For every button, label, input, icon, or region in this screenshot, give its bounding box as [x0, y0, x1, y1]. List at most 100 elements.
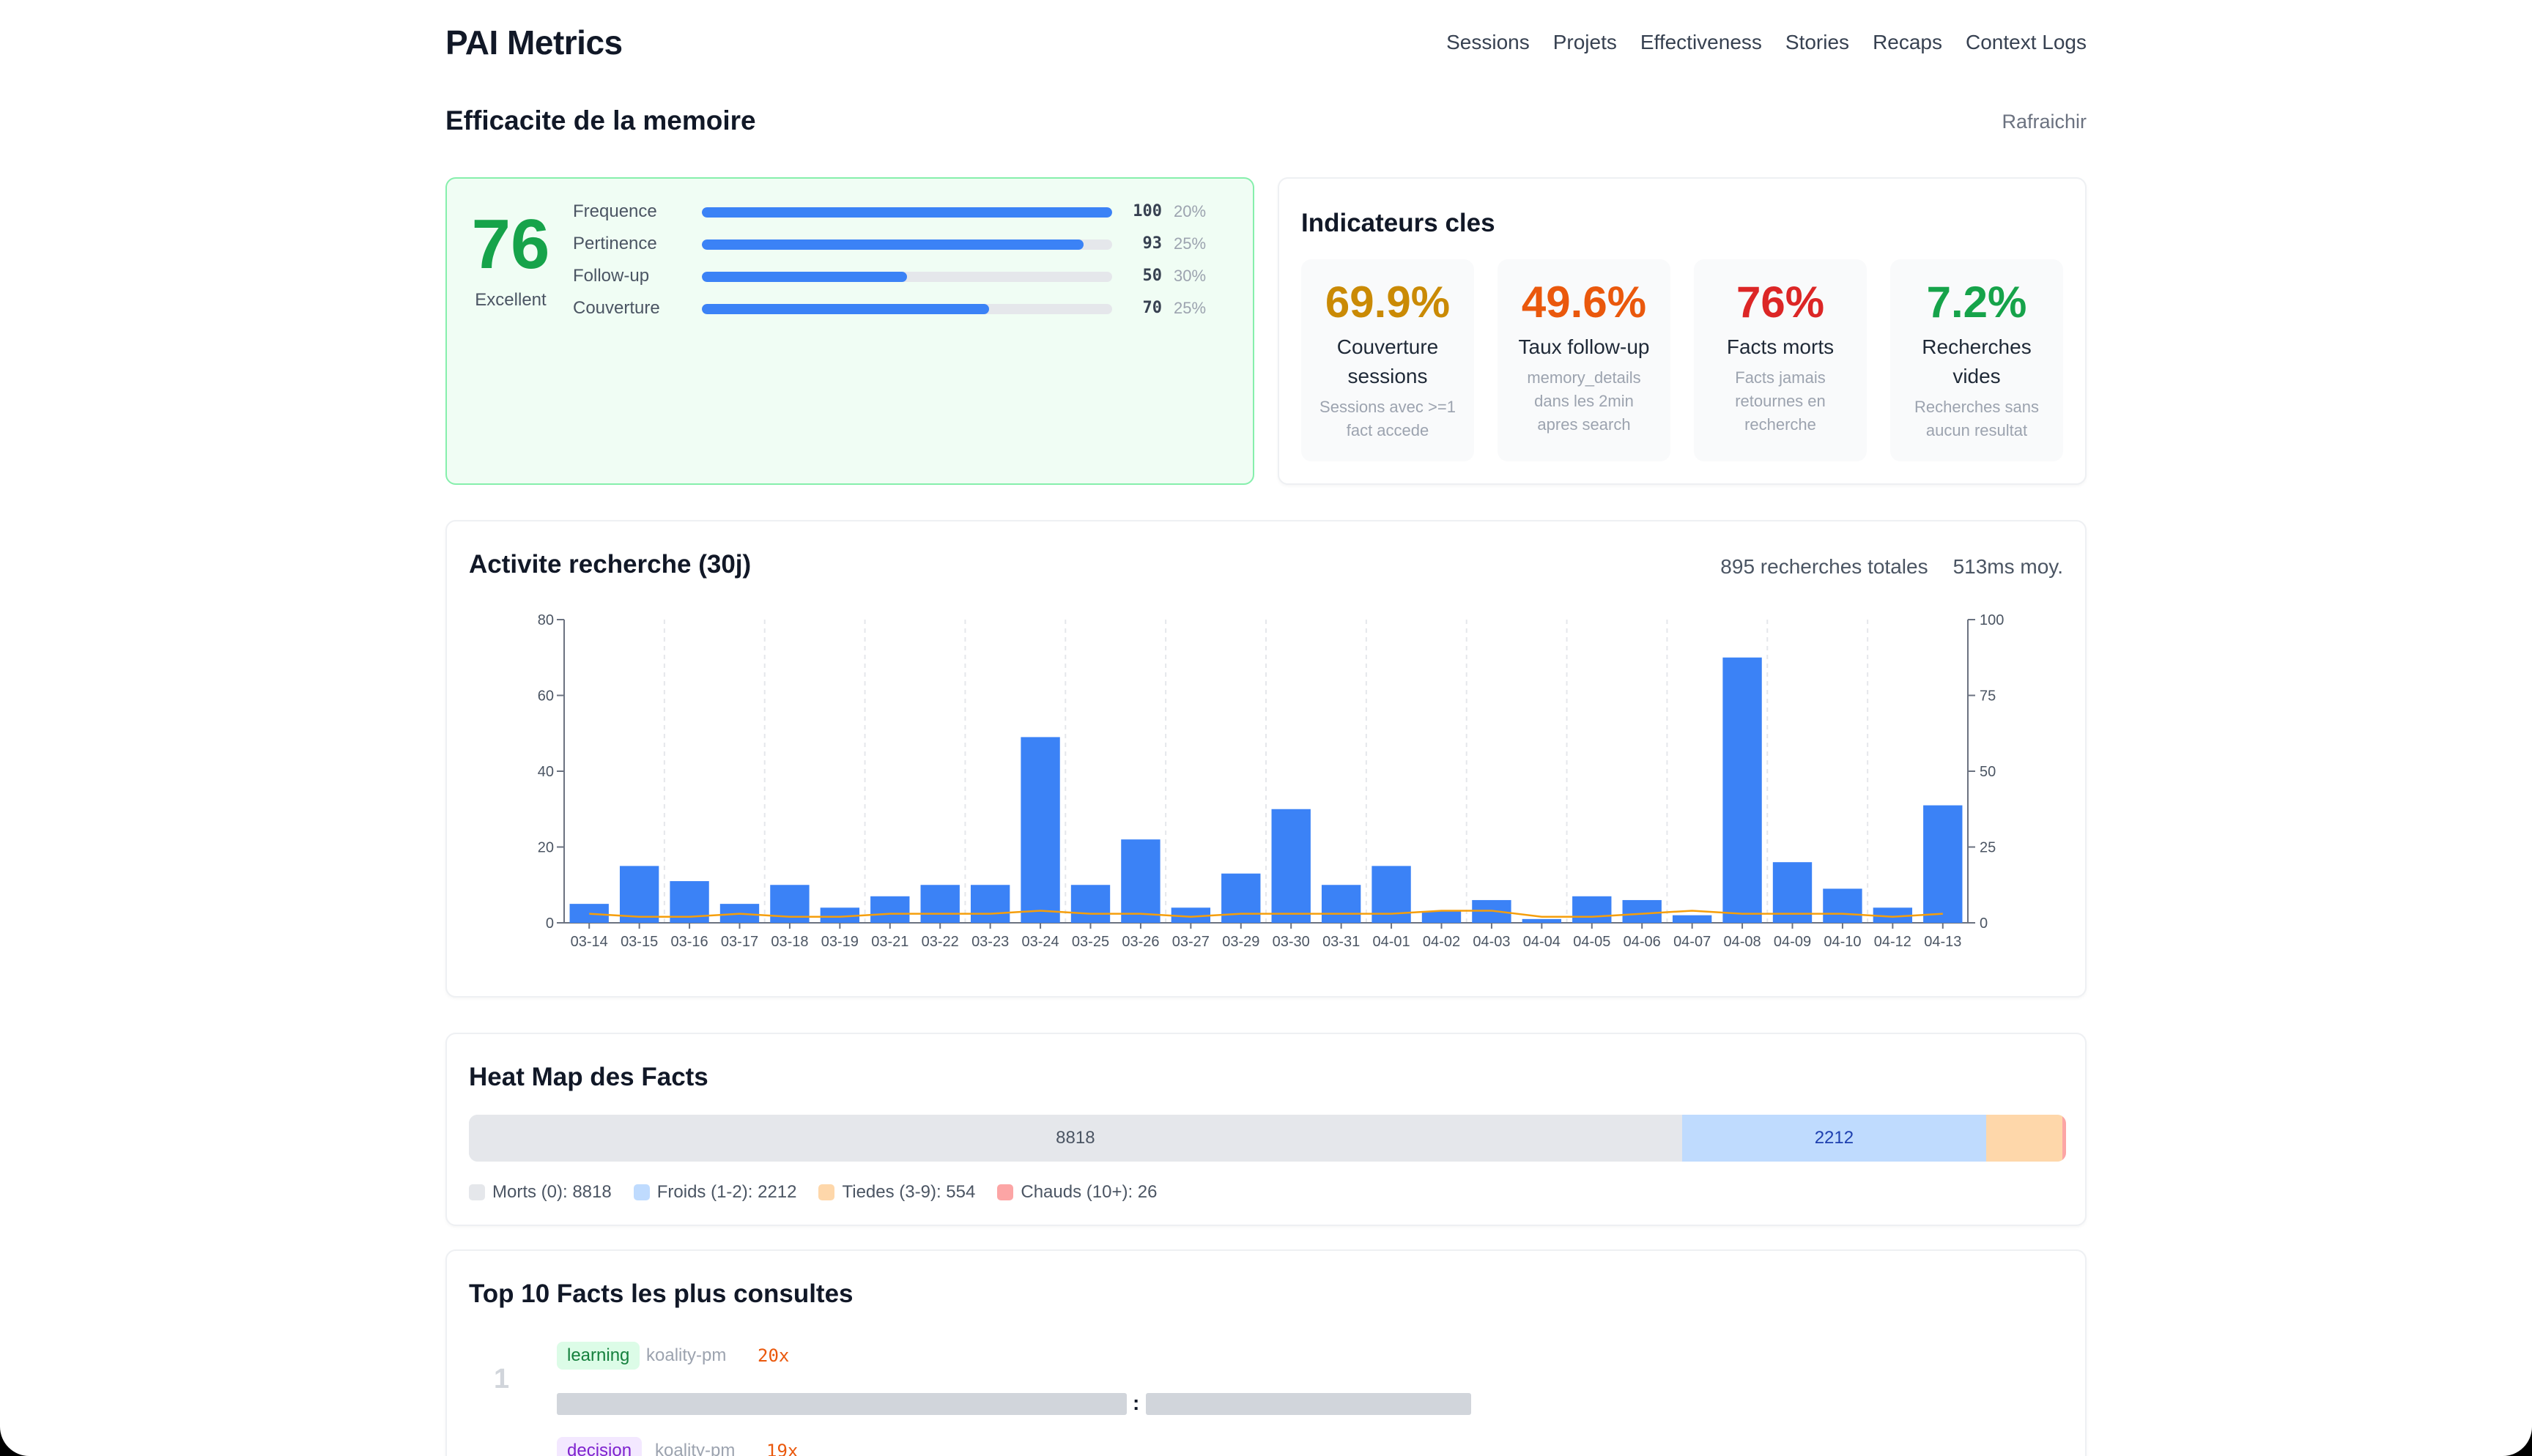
heatmap-segment-hot[interactable] [2062, 1115, 2066, 1162]
y-tick-label-right: 100 [1980, 612, 2004, 628]
y-tick-label-left: 0 [546, 915, 554, 932]
x-tick-label: 03-19 [821, 934, 859, 950]
y-tick-label-left: 20 [538, 840, 554, 856]
x-tick-label: 04-01 [1372, 934, 1410, 950]
fact-count: 20x [758, 1345, 790, 1366]
x-tick-label: 03-14 [571, 934, 608, 950]
x-tick-label: 04-08 [1723, 934, 1761, 950]
redacted-text [1146, 1393, 1471, 1415]
x-tick-label: 04-07 [1673, 934, 1711, 950]
bar [970, 885, 1010, 923]
kpi-label: Couverture sessions [1336, 335, 1439, 387]
x-tick-label: 04-13 [1924, 934, 1961, 950]
score-value: 76 [471, 205, 550, 283]
y-tick-label-right: 75 [1980, 688, 1996, 705]
top-facts-card: Top 10 Facts les plus consultes 1 learni… [445, 1249, 2087, 1456]
fact-project: koality-pm [655, 1441, 736, 1456]
metric-follow-up: Follow-up 50 30% [573, 265, 1232, 287]
nav-context-logs[interactable]: Context Logs [1966, 31, 2087, 53]
metric-value: 100 [1133, 202, 1162, 220]
heatmap-title: Heat Map des Facts [469, 1063, 708, 1091]
fact-tag: decision [557, 1437, 643, 1456]
metric-bar [702, 272, 1112, 282]
nav-sessions[interactable]: Sessions [1446, 31, 1530, 53]
x-tick-label: 03-22 [922, 934, 959, 950]
nav-stories[interactable]: Stories [1785, 31, 1850, 53]
main-nav: Sessions Projets Effectiveness Stories R… [1446, 29, 2087, 56]
score-card: 76 Excellent Frequence 100 20% Pertinenc… [445, 177, 1254, 485]
nav-projets[interactable]: Projets [1552, 31, 1617, 53]
latency-line [589, 910, 1943, 918]
kpi-taux-follow-up: 49.6% Taux follow-up memory_details dans… [1498, 259, 1670, 461]
legend-swatch [818, 1184, 835, 1200]
y-tick-label-left: 40 [538, 764, 554, 780]
x-tick-label: 03-26 [1122, 934, 1159, 950]
bar [1271, 809, 1311, 923]
y-tick-label-right: 25 [1980, 840, 1996, 856]
legend-swatch [633, 1184, 650, 1200]
metric-bar [702, 207, 1112, 218]
heatmap-segment-warm[interactable] [1986, 1115, 2063, 1162]
heatmap-segment-dead[interactable]: 8818 [469, 1115, 1682, 1162]
y-tick-label-left: 60 [538, 688, 554, 705]
x-tick-label: 03-30 [1273, 934, 1310, 950]
fact-rank: 1 [494, 1364, 510, 1394]
x-tick-label: 04-04 [1523, 934, 1561, 950]
refresh-button[interactable]: Rafraichir [2002, 111, 2087, 133]
metric-label: Frequence [573, 201, 657, 221]
x-tick-label: 04-10 [1824, 934, 1861, 950]
metric-value: 70 [1142, 299, 1163, 317]
bar [1421, 911, 1462, 923]
x-tick-label: 03-16 [670, 934, 708, 950]
bar [1622, 899, 1662, 923]
metric-couverture: Couverture 70 25% [573, 297, 1232, 319]
kpi-couverture-sessions: 69.9% Couverture sessions Sessions avec … [1301, 259, 1474, 461]
legend-label: Chauds (10+): 26 [1021, 1182, 1158, 1202]
bar [1021, 737, 1060, 923]
y-tick-label-right: 0 [1980, 915, 1988, 932]
x-tick-label: 04-05 [1573, 934, 1610, 950]
bar [1070, 885, 1111, 923]
fact-row[interactable]: 2 decision koality-pm 19x [469, 1437, 2066, 1456]
x-tick-label: 04-06 [1624, 934, 1661, 950]
x-tick-label: 03-24 [1021, 934, 1059, 950]
bar [1873, 907, 1913, 923]
bar [920, 885, 960, 923]
bar [569, 904, 609, 923]
bar [1722, 657, 1762, 923]
kpi-description: Facts jamais retournes en recherche [1735, 368, 1826, 434]
x-tick-label: 03-21 [871, 934, 908, 950]
legend-cold: Froids (1-2): 2212 [633, 1181, 796, 1204]
x-tick-label: 03-18 [771, 934, 808, 950]
kpi-value: 7.2% [1926, 278, 2027, 327]
metric-value: 93 [1142, 234, 1163, 253]
nav-effectiveness[interactable]: Effectiveness [1640, 31, 1762, 53]
metric-weight: 25% [1174, 234, 1207, 253]
kpi-description: Sessions avec >=1 fact accede [1319, 398, 1456, 439]
page-title: Efficacite de la memoire [445, 105, 756, 135]
legend-warm: Tiedes (3-9): 554 [818, 1181, 975, 1204]
activity-title: Activite recherche (30j) [469, 550, 752, 579]
metric-weight: 20% [1174, 202, 1207, 220]
metric-pertinence: Pertinence 93 25% [573, 233, 1232, 255]
metric-label: Follow-up [573, 266, 650, 286]
bar [1672, 915, 1712, 923]
nav-recaps[interactable]: Recaps [1873, 31, 1942, 53]
fact-row[interactable]: 1 learning koality-pm 20x : [469, 1342, 2066, 1430]
app-title[interactable]: PAI Metrics [445, 23, 623, 62]
activity-chart: 0 20 40 60 80 0 25 50 75 100 03-14 03-15 03-16 03-17 0… [538, 612, 2004, 950]
heatmap-bar: 8818 2212 [469, 1115, 2066, 1162]
fact-separator: : [1133, 1392, 1140, 1414]
bar [619, 866, 659, 923]
bar [1772, 862, 1813, 923]
kpi-description: memory_details dans les 2min apres searc… [1527, 368, 1641, 434]
metric-label: Pertinence [573, 234, 657, 253]
activity-card: 0 20 40 60 80 0 25 50 75 100 03-14 03-15 03-16 03-17 0… [445, 520, 2087, 998]
x-tick-label: 04-09 [1774, 934, 1811, 950]
kpi-recherches-vides: 7.2% Recherches vides Recherches sans au… [1890, 259, 2063, 461]
x-tick-label: 04-03 [1473, 934, 1510, 950]
legend-swatch [469, 1184, 485, 1200]
heatmap-segment-cold[interactable]: 2212 [1681, 1115, 1987, 1162]
metric-bar-fill [702, 304, 989, 314]
bar [1121, 839, 1160, 923]
